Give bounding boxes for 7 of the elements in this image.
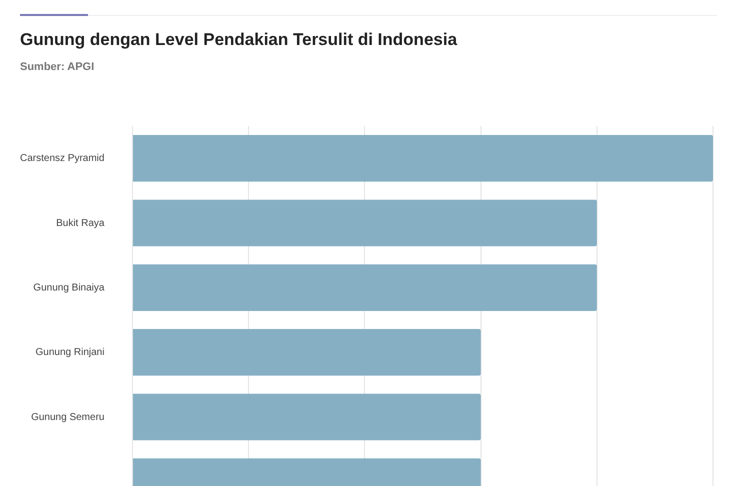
- y-tick-label: Carstensz Pyramid: [20, 153, 104, 164]
- y-tick-label: Bukit Raya: [56, 218, 105, 229]
- chart-subtitle: Sumber: APGI: [20, 61, 94, 73]
- y-tick-label: Gunung Semeru: [31, 412, 104, 423]
- chart-title: Gunung dengan Level Pendakian Tersulit di Indonesia: [20, 30, 458, 50]
- y-tick-label: Gunung Binaiya: [33, 282, 105, 294]
- y-tick-label: Gunung Rinjani: [36, 347, 104, 358]
